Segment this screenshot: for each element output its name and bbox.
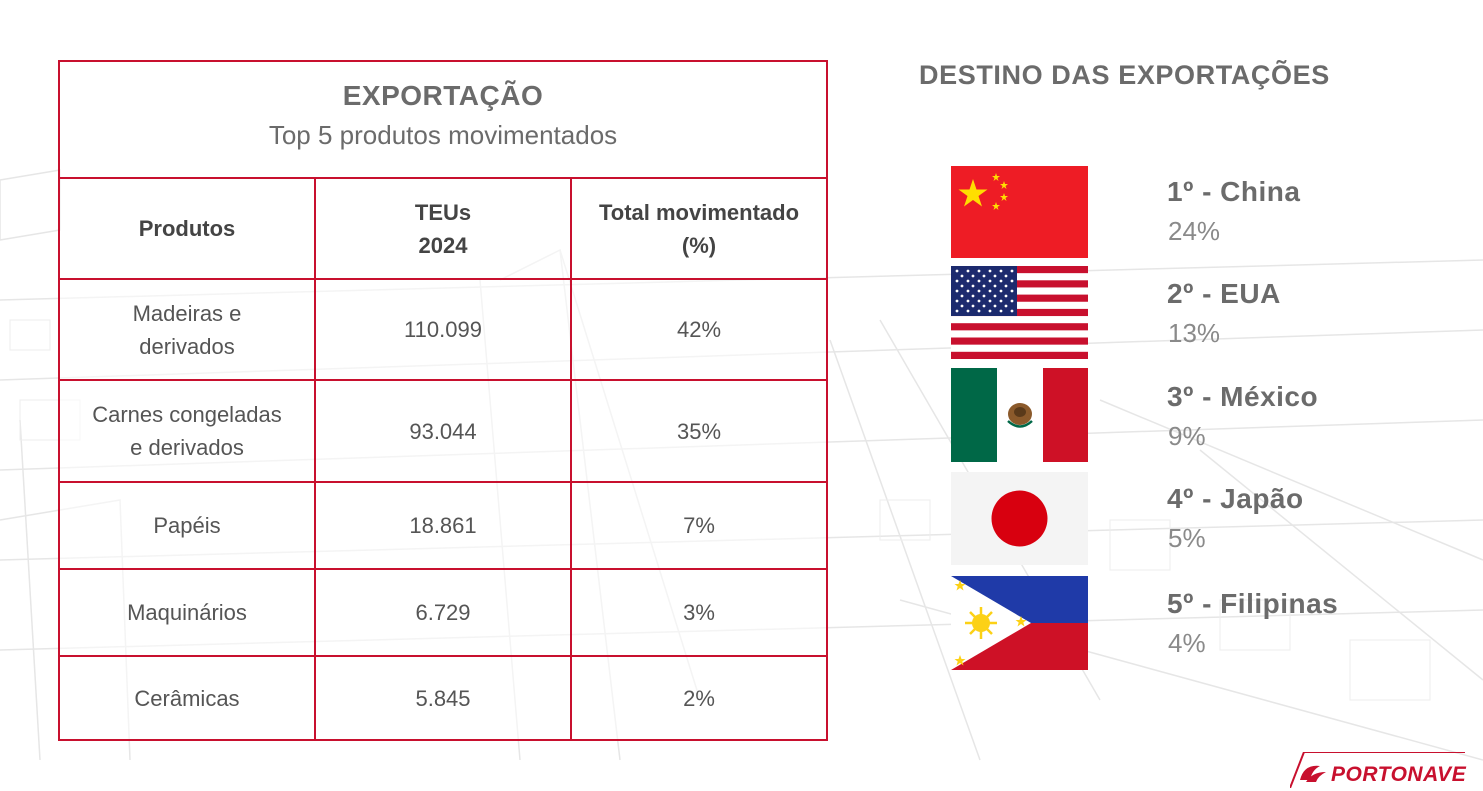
table-row: Maquinários 6.729 3% [60, 570, 826, 657]
product-cell: Maquinários [60, 570, 316, 655]
column-header-row: Produtos TEUs 2024 Total movimentado (%) [60, 179, 826, 280]
destination-1-percent: 24% [1168, 216, 1221, 246]
destination-5-label: 5º - Filipinas [1167, 588, 1339, 619]
percent-cell: 2% [683, 685, 715, 711]
percent-cell: 3% [683, 600, 715, 625]
teus-cell: 110.099 [316, 280, 572, 379]
china-flag-icon [951, 166, 1088, 258]
portonave-logo-icon [1290, 752, 1465, 788]
percent-cell: 42% [676, 317, 722, 342]
export-products-table: EXPORTAÇÃO Top 5 produtos movimentados P… [58, 60, 828, 741]
teus-cell: 6.729 [316, 570, 572, 655]
product-cell: Madeiras e derivados [60, 280, 316, 379]
mexico-flag-icon [951, 368, 1088, 462]
percent-cell: 35% [676, 418, 722, 444]
table-header: EXPORTAÇÃO Top 5 produtos movimentados [60, 62, 826, 179]
product-cell: Papéis [60, 483, 316, 568]
portonave-logo-text: PORTONAVE [1331, 763, 1467, 786]
usa-flag-icon [951, 266, 1088, 359]
table-row: Papéis 18.861 7% [60, 483, 826, 570]
destination-4-label: 4º - Japão [1167, 483, 1304, 514]
destination-4-percent: 5% [1168, 523, 1206, 553]
destination-5-percent: 4% [1168, 628, 1206, 658]
table-row: Madeiras e derivados 110.099 42% [60, 280, 826, 381]
teus-cell: 5.845 [316, 657, 572, 739]
destinations-title: DESTINO DAS EXPORTAÇÕES [919, 60, 1330, 90]
japan-flag-icon [951, 472, 1088, 565]
destination-1-label: 1º - China [1167, 176, 1301, 207]
destination-3-percent: 9% [1168, 421, 1206, 451]
header-produtos: Produtos [60, 179, 316, 278]
table-title: EXPORTAÇÃO [342, 80, 544, 111]
product-cell: Carnes congeladas e derivados [60, 381, 316, 481]
product-cell: Cerâmicas [60, 657, 316, 739]
table-row: Carnes congeladas e derivados 93.044 35% [60, 381, 826, 483]
teus-cell: 18.861 [316, 483, 572, 568]
header-teus: TEUs 2024 [316, 179, 572, 278]
destination-3-label: 3º - México [1167, 381, 1319, 412]
destination-2-label: 2º - EUA [1167, 278, 1281, 309]
destination-2-percent: 13% [1168, 318, 1221, 348]
percent-cell: 7% [683, 513, 715, 538]
header-total: Total movimentado (%) [598, 199, 800, 258]
teus-cell: 93.044 [316, 381, 572, 481]
table-subtitle: Top 5 produtos movimentados [268, 120, 618, 150]
philippines-flag-icon [951, 576, 1088, 670]
table-row: Cerâmicas 5.845 2% [60, 657, 826, 739]
